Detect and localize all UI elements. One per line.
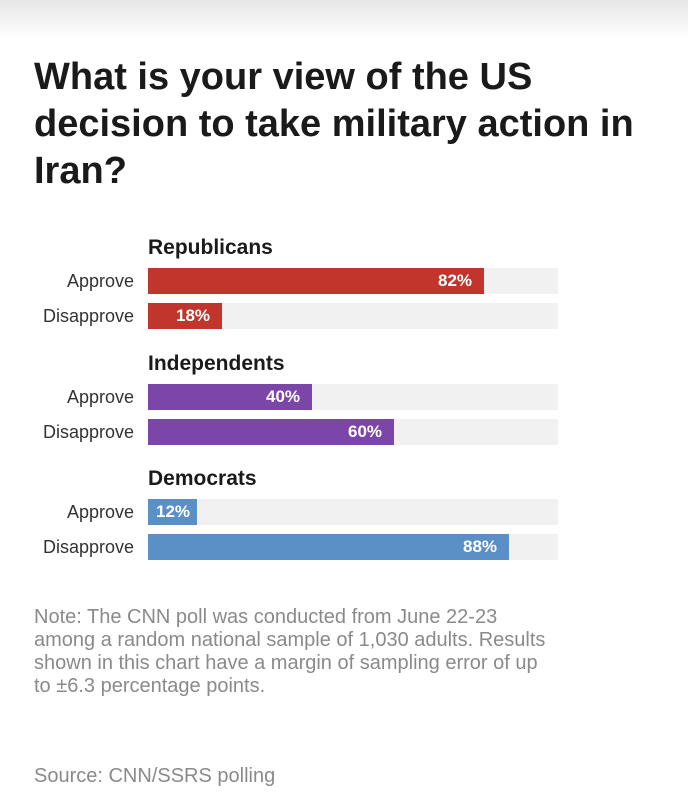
row-label-approve: Approve [66, 502, 134, 522]
data-label: 12% [156, 502, 191, 521]
top-shade [0, 0, 688, 40]
chart-note: Note: The CNN poll was conducted from Ju… [34, 606, 546, 697]
data-label: 82% [438, 271, 473, 290]
bar-track: 82% [148, 268, 558, 294]
bar-independents-disapprove [148, 419, 394, 445]
group-title-democrats: Democrats [148, 467, 257, 490]
bar-republicans-approve [148, 268, 484, 294]
chart-source: Source: CNN/SSRS polling [34, 765, 276, 787]
bar-track: 88% [148, 534, 558, 560]
data-label: 60% [348, 422, 383, 441]
data-label: 18% [176, 306, 211, 325]
row-label-disapprove: Disapprove [42, 306, 134, 326]
bar-democrats-approve [148, 499, 197, 525]
bar-track: 18% [148, 303, 558, 329]
group-title-independents: Independents [148, 352, 285, 375]
bar-track: 12% [148, 499, 558, 525]
row-label-disapprove: Disapprove [42, 422, 134, 442]
row-label-approve: Approve [66, 271, 134, 291]
data-label: 88% [463, 537, 498, 556]
bar-republicans-disapprove [148, 303, 222, 329]
group-title-republicans: Republicans [148, 236, 273, 259]
chart-title: What is your view of the US decision to … [34, 56, 634, 192]
bar-track: 60% [148, 419, 558, 445]
row-label-disapprove: Disapprove [42, 537, 134, 557]
bar-independents-approve [148, 384, 312, 410]
bar-democrats-disapprove [148, 534, 509, 560]
bar-track: 40% [148, 384, 558, 410]
data-label: 40% [266, 387, 301, 406]
row-label-approve: Approve [66, 387, 134, 407]
